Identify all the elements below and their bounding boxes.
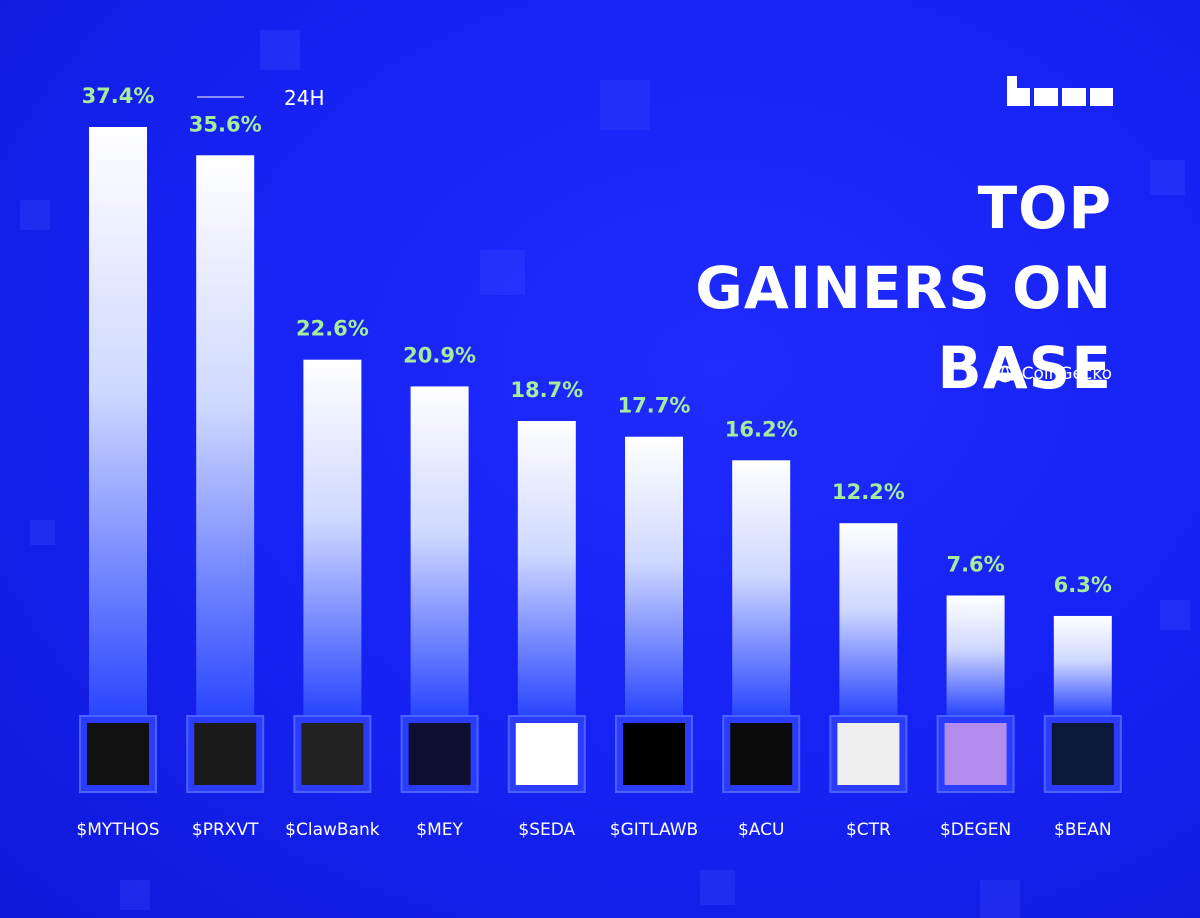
period: 24H bbox=[284, 86, 325, 110]
decor-squares bbox=[20, 30, 1190, 918]
source-text: CoinGecko bbox=[1021, 364, 1112, 384]
token-icon bbox=[194, 723, 257, 785]
x-tick-label: $GITLAWB bbox=[610, 820, 698, 840]
bar bbox=[732, 460, 791, 715]
bar bbox=[410, 386, 469, 715]
bar bbox=[196, 155, 255, 716]
value-label: 12.2% bbox=[832, 480, 905, 504]
token-icon bbox=[944, 723, 1007, 785]
bar bbox=[1053, 615, 1112, 715]
value-label: 35.6% bbox=[189, 112, 262, 136]
value-label: 22.6% bbox=[296, 317, 369, 341]
value-label: 37.4% bbox=[82, 84, 155, 108]
bar bbox=[517, 421, 576, 715]
value-label: 20.9% bbox=[403, 343, 476, 367]
token-icon bbox=[408, 723, 471, 785]
x-tick-label: $MEY bbox=[416, 820, 463, 840]
bar bbox=[89, 127, 147, 715]
value-label: 16.2% bbox=[725, 417, 798, 441]
token-icon bbox=[623, 723, 685, 785]
token-icon bbox=[730, 723, 793, 785]
value-label: 18.7% bbox=[510, 378, 583, 402]
x-tick-label: $ClawBank bbox=[285, 820, 380, 840]
token-icon bbox=[1051, 723, 1114, 785]
x-tick-label: $MYTHOS bbox=[76, 820, 159, 840]
x-tick-label: $PRXVT bbox=[192, 820, 259, 840]
source: CoinGecko bbox=[996, 364, 1112, 384]
chart-title: TOP GAINERS ON BASE bbox=[695, 174, 1112, 402]
logo bbox=[1007, 76, 1113, 106]
value-label: 6.3% bbox=[1054, 573, 1112, 597]
bar bbox=[303, 359, 362, 715]
bar bbox=[946, 595, 1005, 715]
x-tick-label: $DEGEN bbox=[940, 820, 1011, 840]
token-icon bbox=[515, 723, 578, 785]
x-tick-label: $BEAN bbox=[1054, 820, 1112, 840]
value-label: 17.7% bbox=[618, 394, 691, 418]
token-icon bbox=[837, 723, 900, 785]
token-icon bbox=[301, 723, 364, 785]
globe-icon bbox=[996, 365, 1014, 383]
x-tick-label: $ACU bbox=[738, 820, 784, 840]
value-label: 7.6% bbox=[946, 553, 1004, 577]
bar bbox=[839, 523, 898, 715]
x-tick-label: $CTR bbox=[846, 820, 891, 840]
x-tick-label: $SEDA bbox=[518, 820, 575, 840]
token-icon bbox=[87, 723, 149, 785]
bar bbox=[625, 436, 683, 715]
